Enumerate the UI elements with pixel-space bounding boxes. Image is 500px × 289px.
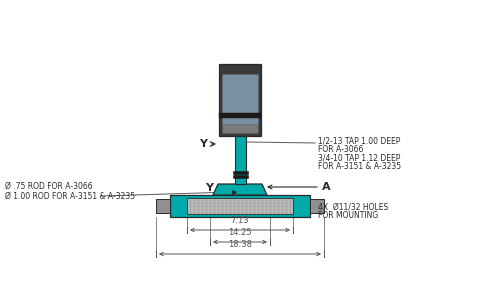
Bar xyxy=(310,199,324,213)
Text: Y: Y xyxy=(206,183,214,193)
Bar xyxy=(232,171,248,174)
Text: 7.13: 7.13 xyxy=(230,216,250,225)
Text: 14.25: 14.25 xyxy=(228,228,252,237)
Text: 3/4-10 TAP 1.12 DEEP: 3/4-10 TAP 1.12 DEEP xyxy=(318,153,400,162)
Bar xyxy=(187,198,293,214)
Polygon shape xyxy=(213,184,267,195)
Bar xyxy=(156,199,170,213)
Text: 4X  Ø11/32 HOLES: 4X Ø11/32 HOLES xyxy=(318,203,388,212)
Bar xyxy=(222,120,258,133)
Bar xyxy=(234,136,246,184)
Text: 18.38: 18.38 xyxy=(228,240,252,249)
Text: Y: Y xyxy=(199,139,207,149)
Bar xyxy=(219,64,261,136)
Text: 1/2-13 TAP 1.00 DEEP: 1/2-13 TAP 1.00 DEEP xyxy=(318,136,400,145)
Text: FOR MOUNTING: FOR MOUNTING xyxy=(318,212,378,221)
Text: FOR A-3151 & A-3235: FOR A-3151 & A-3235 xyxy=(318,162,401,171)
Text: Ø .75 ROD FOR A-3066: Ø .75 ROD FOR A-3066 xyxy=(5,181,92,190)
Text: Ø 1.00 ROD FOR A-3151 & A-3235: Ø 1.00 ROD FOR A-3151 & A-3235 xyxy=(5,192,135,201)
Text: A: A xyxy=(322,182,330,192)
Bar xyxy=(222,74,258,124)
Bar xyxy=(232,175,248,178)
Bar xyxy=(170,195,310,217)
Bar xyxy=(219,113,261,118)
Text: FOR A-3066: FOR A-3066 xyxy=(318,145,364,154)
